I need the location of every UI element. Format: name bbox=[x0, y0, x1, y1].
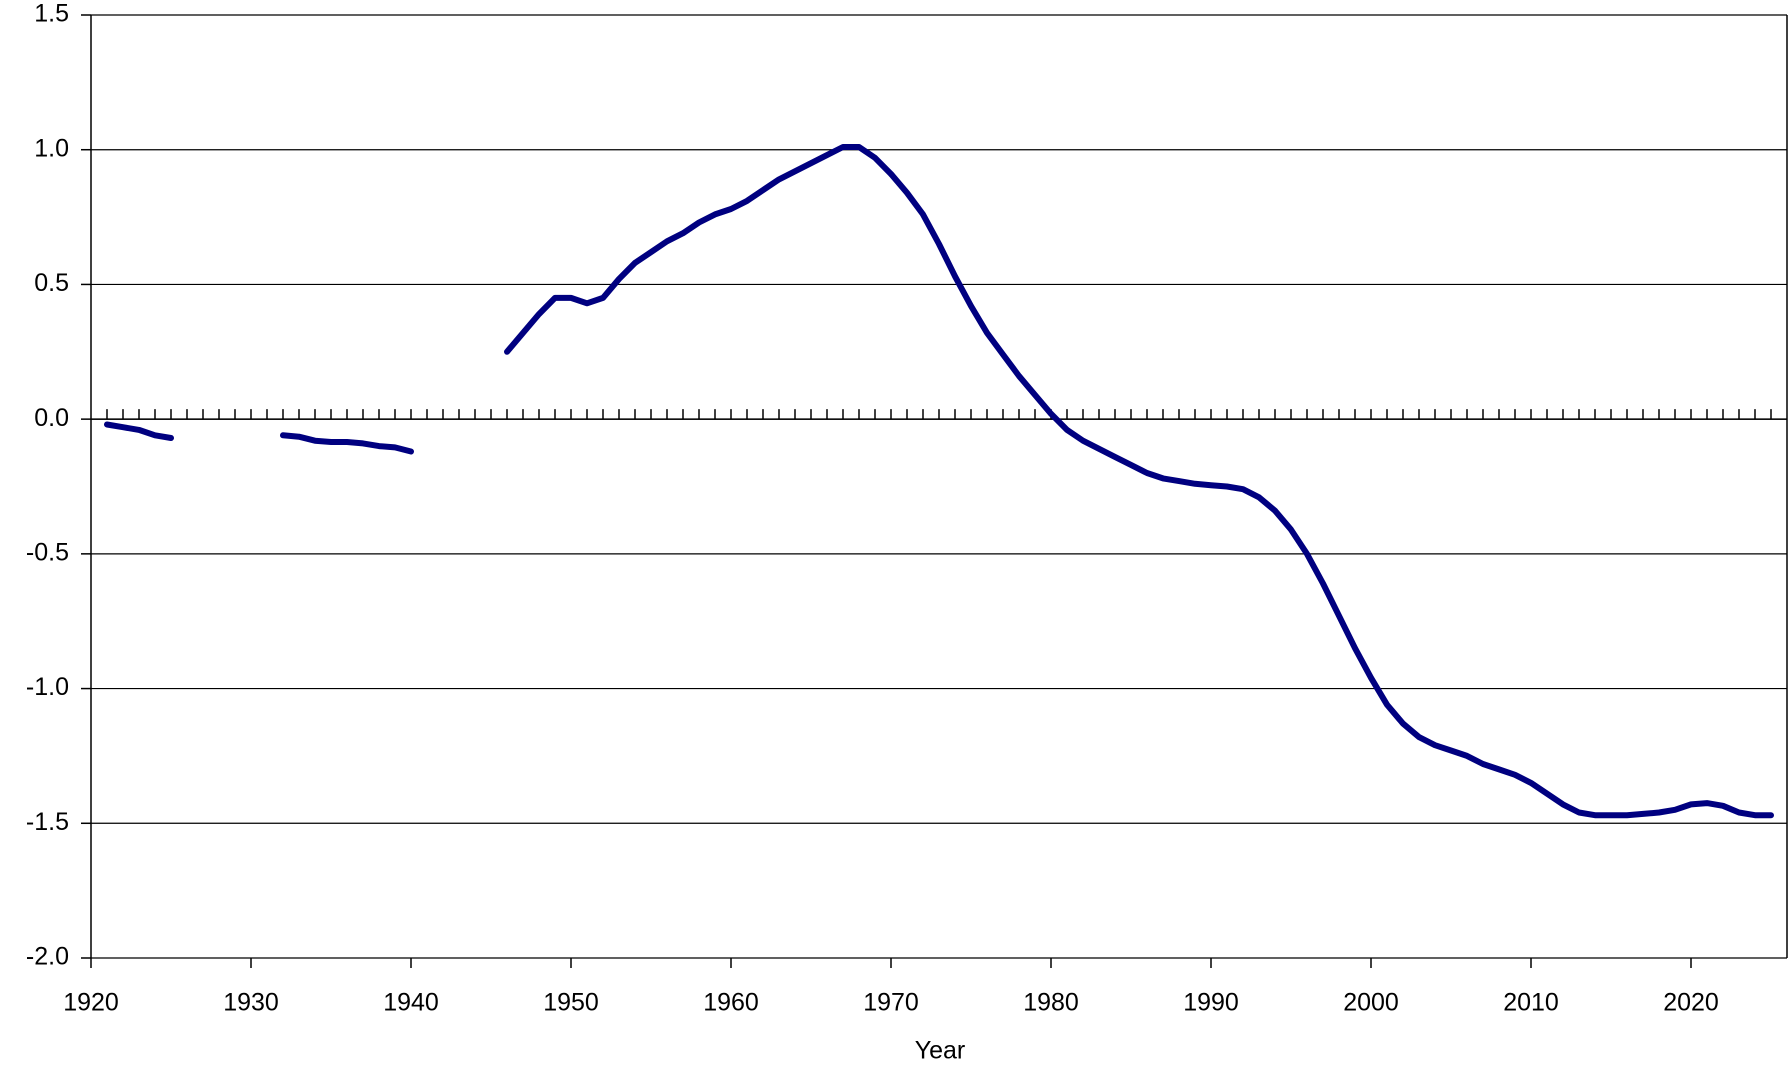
x-tick-label: 2010 bbox=[1503, 989, 1559, 1017]
y-tick-label: -1.0 bbox=[26, 673, 69, 701]
x-tick-label: 2000 bbox=[1343, 989, 1399, 1017]
y-tick-label: -1.5 bbox=[26, 808, 69, 836]
x-tick-label: 1970 bbox=[863, 989, 919, 1017]
x-tick-label: 1990 bbox=[1183, 989, 1239, 1017]
x-tick-label: 2020 bbox=[1663, 989, 1719, 1017]
y-tick-label: 0.0 bbox=[34, 404, 69, 432]
y-tick-label: 0.5 bbox=[34, 269, 69, 297]
y-tick-label: -2.0 bbox=[26, 943, 69, 971]
y-tick-label: 1.5 bbox=[34, 0, 69, 28]
x-tick-label: 1930 bbox=[223, 989, 279, 1017]
data-line bbox=[104, 144, 1774, 819]
x-tick-label: 1920 bbox=[63, 989, 119, 1017]
y-tick-label: 1.0 bbox=[34, 134, 69, 162]
y-tick-label: -0.5 bbox=[26, 538, 69, 566]
x-tick-label: 1940 bbox=[383, 989, 439, 1017]
x-axis-label: Year bbox=[915, 1037, 966, 1065]
x-tick-label: 1950 bbox=[543, 989, 599, 1017]
x-tick-label: 1980 bbox=[1023, 989, 1079, 1017]
x-tick-label: 1960 bbox=[703, 989, 759, 1017]
